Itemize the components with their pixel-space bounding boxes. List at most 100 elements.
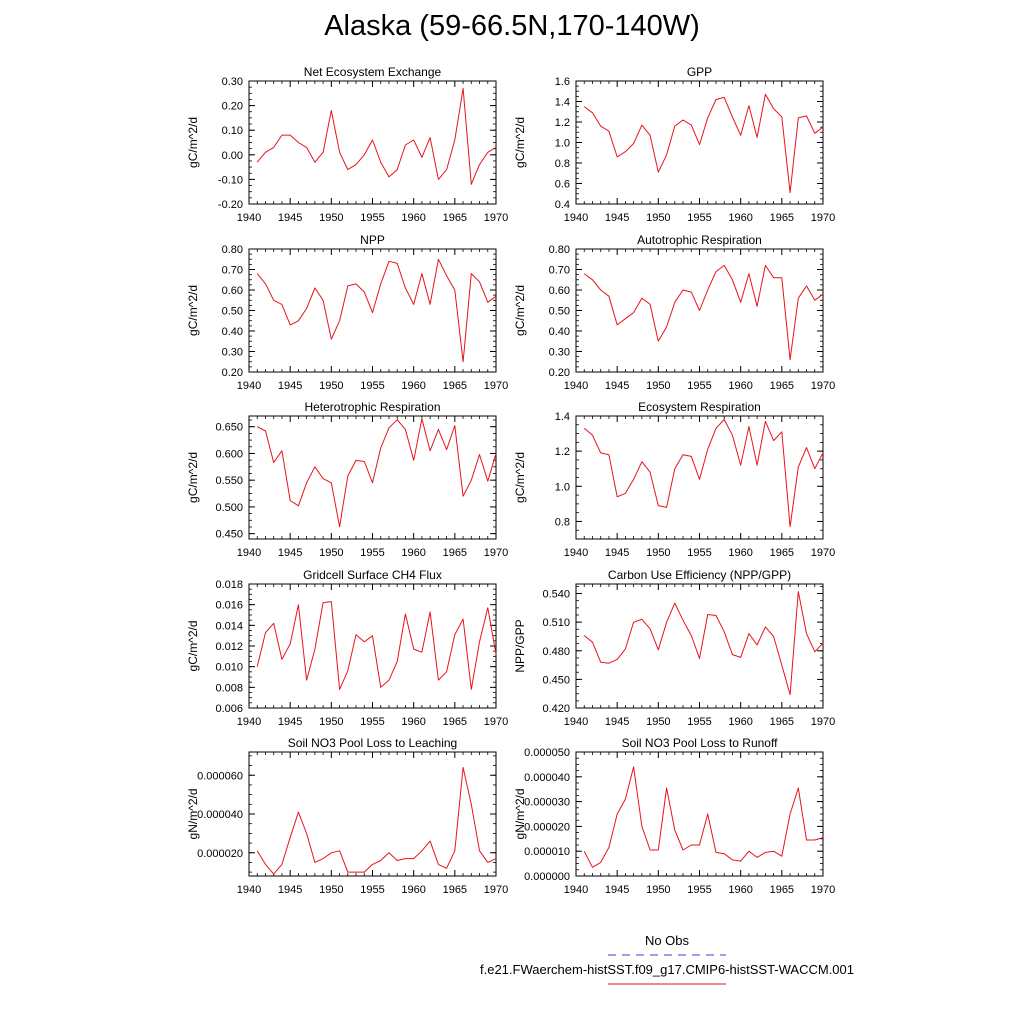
y-tick-label: -0.10 — [218, 174, 243, 186]
y-tick-label: 0.500 — [215, 502, 243, 514]
x-tick-label: 1950 — [319, 380, 343, 392]
chart-panel-6: Gridcell Surface CH4 Flux gC/m^2/d 1940 194… — [186, 568, 508, 728]
x-tick-label: 1940 — [564, 380, 588, 392]
panel-title: Soil NO3 Pool Loss to Runoff — [622, 736, 779, 750]
panel-title: Carbon Use Efficiency (NPP/GPP) — [608, 568, 791, 582]
y-tick-label: 0.50 — [549, 306, 570, 318]
x-tick-label: 1950 — [319, 884, 343, 896]
y-tick-label: 0.016 — [215, 600, 243, 612]
x-tick-label: 1970 — [811, 884, 835, 896]
x-tick-label: 1970 — [484, 380, 508, 392]
y-tick-label: 0.6 — [555, 179, 570, 191]
y-tick-label: 0.40 — [222, 326, 243, 338]
y-tick-label: 0.450 — [215, 529, 243, 541]
x-tick-label: 1950 — [646, 212, 670, 224]
x-tick-label: 1965 — [443, 716, 467, 728]
y-tick-label: 0.80 — [222, 244, 243, 256]
x-tick-label: 1965 — [443, 884, 467, 896]
chart-panel-2: NPP gC/m^2/d 1940 1945 1950 1955 1960 1965 1970 0… — [186, 233, 508, 392]
x-tick-label: 1960 — [728, 212, 752, 224]
page-title: Alaska (59-66.5N,170-140W) — [324, 10, 700, 42]
y-tick-label: 0.480 — [542, 646, 570, 658]
x-tick-label: 1955 — [360, 547, 384, 559]
y-tick-label: 0.540 — [542, 589, 570, 601]
chart-panel-3: Autotrophic Respiration gC/m^2/d 1940 1945 1… — [513, 233, 835, 392]
plot-frame — [248, 583, 497, 709]
y-tick-label: 0.20 — [222, 101, 243, 113]
chart-panel-8: Soil NO3 Pool Loss to Leaching gN/m^2/d 19… — [186, 736, 508, 896]
y-tick-label: 0.20 — [549, 367, 570, 379]
y-axis-label: gN/m^2/d — [513, 789, 527, 840]
x-tick-label: 1965 — [770, 212, 794, 224]
x-tick-label: 1955 — [360, 716, 384, 728]
x-tick-label: 1960 — [401, 547, 425, 559]
y-tick-label: 0.40 — [549, 326, 570, 338]
chart-panel-4: Heterotrophic Respiration gC/m^2/d 1940 194… — [186, 400, 508, 559]
x-tick-label: 1950 — [646, 716, 670, 728]
y-tick-label: 0.50 — [222, 306, 243, 318]
x-tick-label: 1970 — [811, 212, 835, 224]
x-tick-label: 1950 — [319, 547, 343, 559]
y-tick-label: 0.30 — [222, 347, 243, 359]
x-tick-label: 1970 — [484, 547, 508, 559]
y-axis-label: NPP/GPP — [513, 619, 527, 672]
y-tick-label: 0.012 — [215, 641, 243, 653]
y-tick-label: 0.600 — [215, 448, 243, 460]
x-tick-label: 1945 — [605, 212, 629, 224]
series-line — [256, 601, 497, 690]
x-tick-label: 1970 — [811, 380, 835, 392]
x-tick-label: 1945 — [278, 716, 302, 728]
y-tick-label: 0.20 — [222, 367, 243, 379]
x-tick-label: 1955 — [360, 884, 384, 896]
x-tick-label: 1945 — [278, 212, 302, 224]
x-tick-label: 1960 — [401, 380, 425, 392]
y-tick-label: 0.000040 — [524, 772, 570, 784]
x-tick-label: 1940 — [237, 212, 261, 224]
x-tick-label: 1940 — [237, 716, 261, 728]
plot-frame — [248, 80, 497, 205]
y-tick-label: 1.4 — [555, 411, 570, 423]
x-tick-label: 1940 — [237, 884, 261, 896]
x-tick-label: 1940 — [564, 547, 588, 559]
y-axis-label: gC/m^2/d — [186, 621, 200, 672]
y-tick-label: 1.2 — [555, 117, 570, 129]
y-tick-label: 0.70 — [549, 265, 570, 277]
y-tick-label: 0.10 — [222, 125, 243, 137]
series-line — [256, 258, 497, 363]
x-tick-label: 1960 — [401, 716, 425, 728]
x-tick-label: 1940 — [564, 212, 588, 224]
chart-panel-1: GPP gC/m^2/d 1940 1945 1950 1955 1960 1965 1970 0… — [513, 65, 835, 224]
x-tick-label: 1955 — [687, 716, 711, 728]
x-tick-label: 1945 — [278, 547, 302, 559]
chart-panel-7: Carbon Use Efficiency (NPP/GPP) NPP/GPP 19… — [513, 568, 835, 728]
y-tick-label: 0.30 — [549, 347, 570, 359]
y-tick-label: 0.30 — [222, 76, 243, 88]
panel-title: Ecosystem Respiration — [638, 400, 761, 414]
y-tick-label: 0.650 — [215, 422, 243, 434]
series-line — [583, 591, 824, 696]
y-tick-label: 1.6 — [555, 76, 570, 88]
series-line — [256, 767, 497, 875]
x-tick-label: 1960 — [728, 380, 752, 392]
y-axis-label: gC/m^2/d — [186, 117, 200, 168]
series-line — [256, 418, 497, 528]
x-tick-label: 1940 — [237, 380, 261, 392]
panel-title: Gridcell Surface CH4 Flux — [303, 568, 442, 582]
x-tick-label: 1965 — [770, 547, 794, 559]
chart-panel-9: Soil NO3 Pool Loss to Runoff gN/m^2/d 1940… — [513, 736, 835, 896]
x-tick-label: 1945 — [605, 380, 629, 392]
legend-run-label: f.e21.FWaerchem-histSST.f09_g17.CMIP6-hi… — [480, 962, 854, 977]
panel-title: Soil NO3 Pool Loss to Leaching — [288, 736, 457, 750]
panel-title: Autotrophic Respiration — [637, 233, 762, 247]
x-tick-label: 1970 — [811, 547, 835, 559]
x-tick-label: 1945 — [605, 716, 629, 728]
x-tick-label: 1955 — [360, 212, 384, 224]
y-tick-label: 1.0 — [555, 481, 570, 493]
x-tick-label: 1970 — [484, 884, 508, 896]
panel-title: GPP — [687, 65, 712, 79]
x-tick-label: 1955 — [360, 380, 384, 392]
y-tick-label: 0.60 — [222, 285, 243, 297]
y-axis-label: gC/m^2/d — [513, 285, 527, 336]
x-tick-label: 1970 — [484, 212, 508, 224]
